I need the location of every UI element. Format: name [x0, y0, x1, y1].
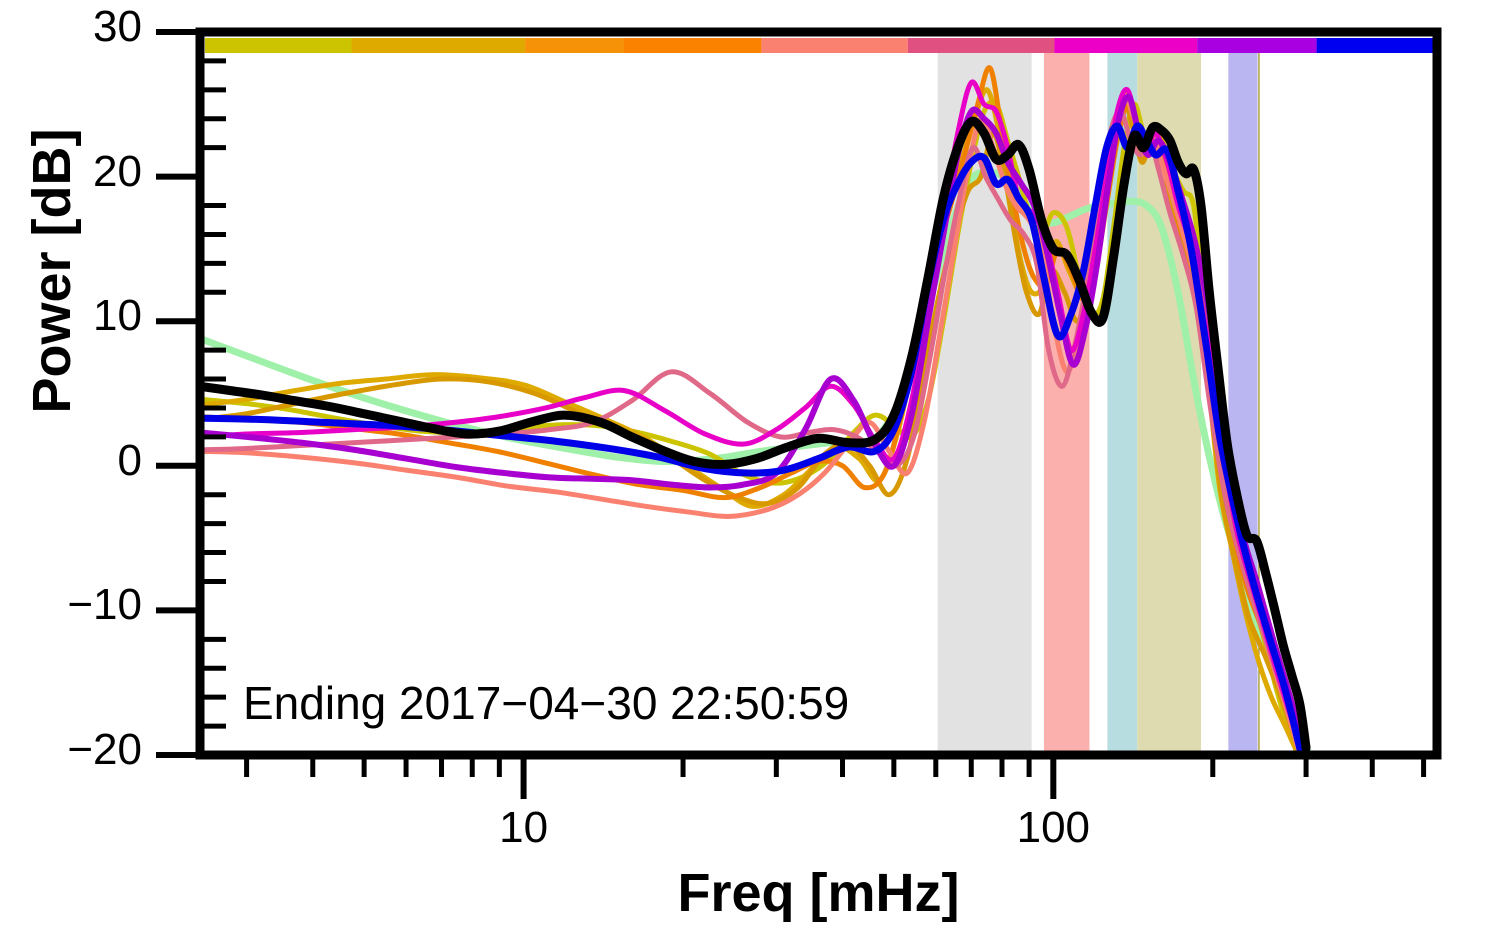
y-tick-label: 20 [93, 146, 142, 196]
axis-frame-bottom [195, 750, 1442, 760]
colorbar-segment-blue [1316, 38, 1436, 53]
x-tick-label: 10 [499, 803, 549, 852]
x-axis-label: Freq [mHz] [677, 863, 960, 923]
colorbar-segment-rose [907, 38, 1055, 53]
y-tick-label: 10 [93, 291, 142, 341]
axis-ticks-group [156, 29, 1427, 799]
colorbar-segment-gold [351, 38, 526, 53]
colorbar-segment-magenta [1054, 38, 1198, 53]
spectra-curves-group [200, 65, 1314, 755]
pink-band [1043, 38, 1090, 755]
colorbar-segment-salmon [761, 38, 908, 53]
axis-frame-right [1432, 27, 1442, 760]
colorbar-segment-orange [525, 38, 624, 53]
y-tick-label: 30 [93, 2, 142, 51]
axis-frame-left [195, 27, 205, 760]
colorbar-segment-purple [1197, 38, 1317, 53]
olive-line [1258, 38, 1260, 755]
y-tick-label: −10 [67, 580, 142, 630]
x-tick-label: 100 [1016, 803, 1091, 852]
y-tick-label: 0 [117, 435, 142, 485]
y-axis-label-wrap: Power [dB] [0, 0, 120, 760]
y-tick-label: −20 [67, 725, 142, 774]
axis-frame-top [195, 27, 1442, 37]
spectrum-salmon [200, 93, 1303, 755]
axis-frame [195, 27, 1442, 760]
spectrum-blue [200, 122, 1305, 755]
colorbar-strip [205, 38, 1436, 53]
spectrum-rose [200, 109, 1309, 755]
ending-timestamp-annotation: Ending 2017−04−30 22:50:59 [243, 677, 850, 729]
colorbar-segment-yellow [205, 38, 352, 53]
colorbar-segment-dark-orange [623, 38, 762, 53]
mean-spectrum [200, 116, 1311, 753]
